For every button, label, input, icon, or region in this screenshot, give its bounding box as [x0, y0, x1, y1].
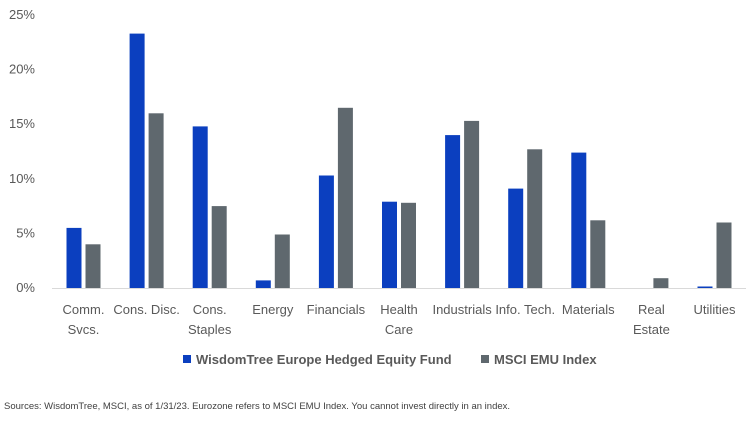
source-note: Sources: WisdomTree, MSCI, as of 1/31/23…	[4, 401, 511, 412]
y-tick-label: 25%	[9, 7, 35, 22]
x-tick-label: Svcs.	[68, 322, 100, 337]
x-tick-label: Financials	[307, 302, 366, 317]
y-tick-label: 5%	[16, 225, 35, 240]
x-tick-label: Care	[385, 322, 413, 337]
y-tick-label: 15%	[9, 116, 35, 131]
bar-chart: 0%5%10%15%20%25% Comm.Svcs.Cons. Disc. Co…	[9, 7, 746, 367]
bar-series-2	[716, 222, 732, 288]
bar-series-1	[318, 175, 334, 288]
bar-series-2	[401, 202, 416, 288]
bar-series-2	[527, 149, 543, 288]
x-tick-label: Energy	[252, 302, 294, 317]
bar-series-1	[508, 188, 524, 288]
y-tick-label: 10%	[9, 171, 35, 186]
x-tick-label: Staples	[188, 322, 232, 337]
x-tick-label: Health	[380, 302, 418, 317]
bar-series-2	[337, 107, 353, 288]
x-tick-label: Cons. Disc.	[113, 302, 179, 317]
bar-series-1	[255, 280, 271, 288]
bar-series-2	[211, 206, 227, 288]
bar-series-1	[697, 286, 713, 288]
x-tick-label: Utilities	[694, 302, 736, 317]
x-tick-label: Info. Tech.	[495, 302, 555, 317]
bars	[66, 33, 732, 289]
bar-series-2	[148, 113, 164, 288]
x-axis: Comm. Svcs. Cons. Disc. Cons. Staples Energy F…	[63, 302, 736, 337]
bar-series-2	[274, 234, 290, 288]
legend-swatch	[183, 355, 191, 363]
y-tick-label: 0%	[16, 280, 35, 295]
x-tick-label: Materials	[562, 302, 615, 317]
x-tick-label: Estate	[633, 322, 670, 337]
x-tick-label: Real	[638, 302, 665, 317]
bar-series-1	[192, 126, 208, 289]
y-tick-label: 20%	[9, 62, 35, 77]
bar-series-1	[571, 152, 587, 288]
legend: WisdomTree Europe Hedged Equity Fund MSCI…	[183, 352, 597, 367]
bar-series-1	[445, 135, 461, 288]
x-tick-label: Comm.	[63, 302, 105, 317]
bar-series-1	[129, 33, 145, 288]
bar-series-2	[590, 220, 606, 288]
legend-label: MSCI EMU Index	[494, 352, 597, 367]
bar-series-2	[85, 244, 101, 288]
legend-label: WisdomTree Europe Hedged Equity Fund	[196, 352, 452, 367]
bar-series-2	[653, 278, 669, 288]
y-axis: 0% 5% 10% 15% 20% 25%	[9, 7, 35, 295]
bar-series-1	[382, 201, 397, 288]
x-tick-label: Industrials	[432, 302, 492, 317]
legend-swatch	[481, 355, 489, 363]
x-tick-label: Cons.	[193, 302, 227, 317]
bar-series-1	[66, 227, 82, 288]
bar-series-2	[464, 120, 480, 289]
